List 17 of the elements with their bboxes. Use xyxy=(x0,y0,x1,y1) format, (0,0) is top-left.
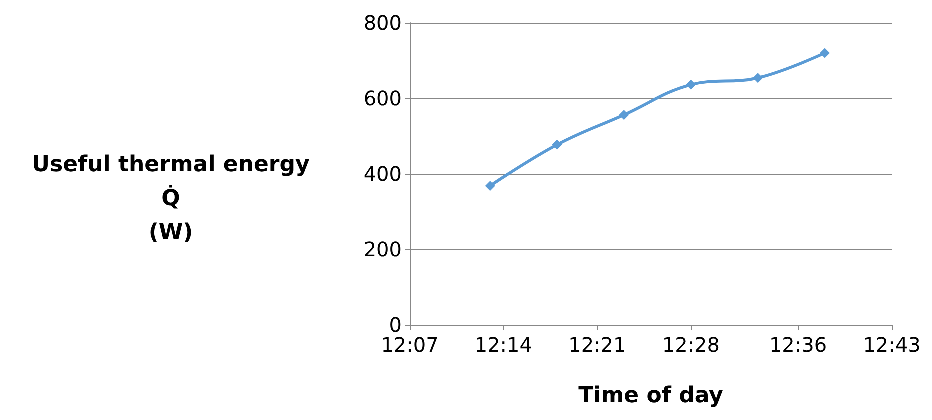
point xyxy=(552,140,562,150)
y-tick-label: 200 xyxy=(364,238,402,262)
x-tick-label: 12:36 xyxy=(769,333,828,357)
y-tick-label: 400 xyxy=(364,162,402,186)
point xyxy=(753,73,764,84)
y-tick-label: 600 xyxy=(364,86,402,110)
x-tick-label: 12:21 xyxy=(568,333,626,357)
point xyxy=(686,80,696,90)
x-tick-label: 12:28 xyxy=(662,333,720,357)
point xyxy=(820,48,830,58)
y-tick-label: 800 xyxy=(364,11,402,35)
x-tick-label: 12:14 xyxy=(474,333,532,357)
point xyxy=(485,181,496,192)
y-axis-title: Useful thermal energy Q̇ (W) xyxy=(32,152,310,246)
point xyxy=(619,110,630,120)
x-tick-label: 12:43 xyxy=(863,333,921,357)
x-axis-title: Time of day xyxy=(578,384,724,408)
